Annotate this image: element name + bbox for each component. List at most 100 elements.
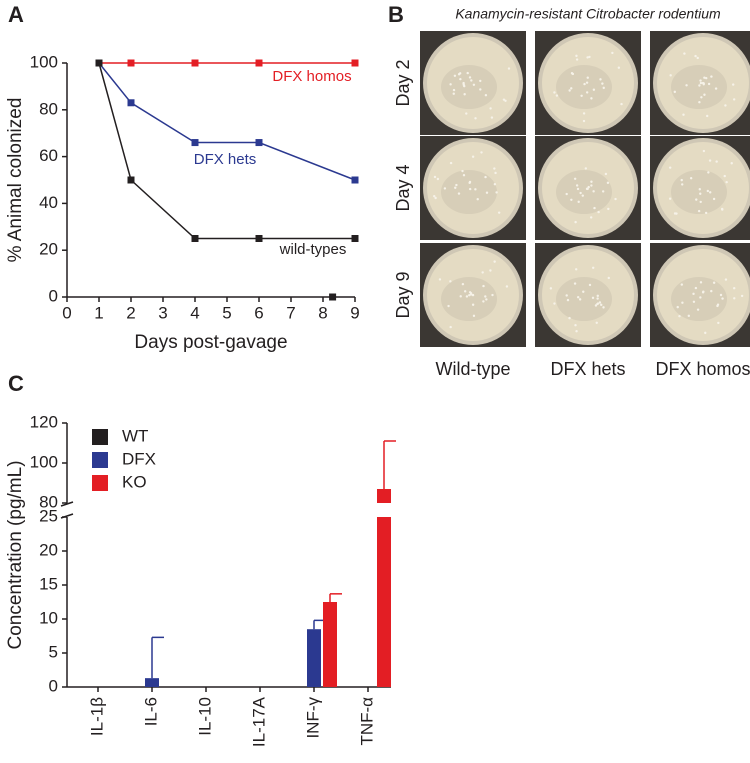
colony: [617, 66, 621, 69]
colony: [698, 84, 701, 87]
colony: [594, 304, 598, 307]
colony: [573, 282, 577, 285]
colony: [482, 284, 485, 288]
colony: [682, 113, 685, 116]
series-label: DFX hets: [194, 151, 257, 168]
colony: [449, 161, 453, 165]
colony: [491, 293, 494, 297]
colony: [485, 298, 488, 301]
colony: [692, 292, 695, 296]
colony: [687, 314, 691, 318]
colony: [582, 119, 586, 123]
colony: [704, 331, 707, 335]
y-axis-label: Concentration (pg/mL): [5, 460, 26, 649]
colony: [575, 58, 579, 61]
colony: [578, 298, 582, 301]
panel-label: A: [8, 2, 24, 27]
colony: [479, 79, 482, 83]
plate-shadow: [556, 65, 612, 109]
colony: [452, 88, 456, 92]
y-tick-label: 10: [39, 608, 58, 627]
series-label: DFX homos: [272, 68, 351, 85]
colony: [490, 116, 494, 119]
data-point: [351, 59, 359, 67]
colony: [495, 191, 498, 194]
colony: [443, 187, 447, 190]
colony: [482, 300, 485, 303]
colony: [702, 290, 705, 293]
panel-label: B: [388, 2, 404, 27]
axis-break: [60, 501, 74, 507]
colony: [575, 54, 578, 58]
colony: [459, 77, 462, 81]
colony: [484, 175, 487, 179]
colony: [434, 196, 437, 200]
y-tick-label: 80: [39, 99, 58, 118]
colony: [489, 107, 492, 110]
colony: [712, 281, 716, 284]
colony: [595, 321, 598, 324]
colony: [472, 83, 476, 86]
column-label: DFX homos: [655, 359, 750, 379]
colony: [607, 207, 610, 211]
legend-label: KO: [122, 472, 147, 491]
colony: [597, 210, 600, 214]
colony: [549, 287, 553, 290]
panel-label: C: [8, 371, 24, 396]
y-tick-label: 100: [30, 452, 58, 471]
x-tick-label: IL-17A: [249, 696, 268, 747]
colony: [469, 292, 473, 295]
colony: [479, 88, 482, 91]
colony: [604, 172, 608, 176]
colony: [568, 316, 571, 320]
colony: [695, 198, 698, 201]
colony: [689, 176, 693, 180]
colony: [468, 180, 472, 184]
colony: [565, 192, 568, 196]
plate-photo: [420, 243, 526, 347]
y-tick-label: 15: [39, 574, 58, 593]
x-tick-label: IL-6: [141, 697, 160, 726]
row-label: Day 4: [393, 164, 413, 211]
legend-label: DFX: [122, 449, 156, 468]
colony: [620, 102, 623, 106]
colony: [570, 87, 573, 90]
colony: [699, 81, 703, 85]
colony: [699, 79, 702, 82]
colony: [720, 207, 724, 211]
colony: [507, 67, 511, 70]
colony: [703, 76, 706, 79]
colony: [585, 81, 589, 84]
y-tick-label: 60: [39, 146, 58, 165]
colony: [449, 280, 452, 283]
colony: [587, 185, 590, 189]
data-point: [351, 176, 359, 184]
colony: [453, 74, 457, 77]
column-label: DFX hets: [550, 359, 625, 379]
colony: [681, 301, 684, 304]
colony: [565, 294, 568, 297]
colony: [733, 297, 736, 300]
data-point: [329, 293, 337, 301]
colony: [699, 192, 702, 195]
colony: [730, 162, 733, 165]
colony: [706, 114, 709, 118]
colony: [740, 294, 744, 298]
colony: [465, 112, 468, 115]
colony: [719, 293, 723, 297]
colony: [484, 94, 488, 97]
colony: [702, 149, 706, 153]
colony: [575, 329, 578, 333]
plate-shadow: [556, 170, 612, 214]
colony: [717, 321, 720, 325]
colony: [481, 271, 484, 274]
plate-photo: [650, 136, 750, 240]
colony: [606, 181, 610, 185]
colony: [494, 171, 497, 175]
colony: [585, 187, 589, 191]
colony: [449, 325, 452, 329]
colony: [504, 99, 507, 102]
colony: [596, 302, 600, 305]
colony: [471, 293, 475, 297]
colony: [685, 84, 688, 87]
